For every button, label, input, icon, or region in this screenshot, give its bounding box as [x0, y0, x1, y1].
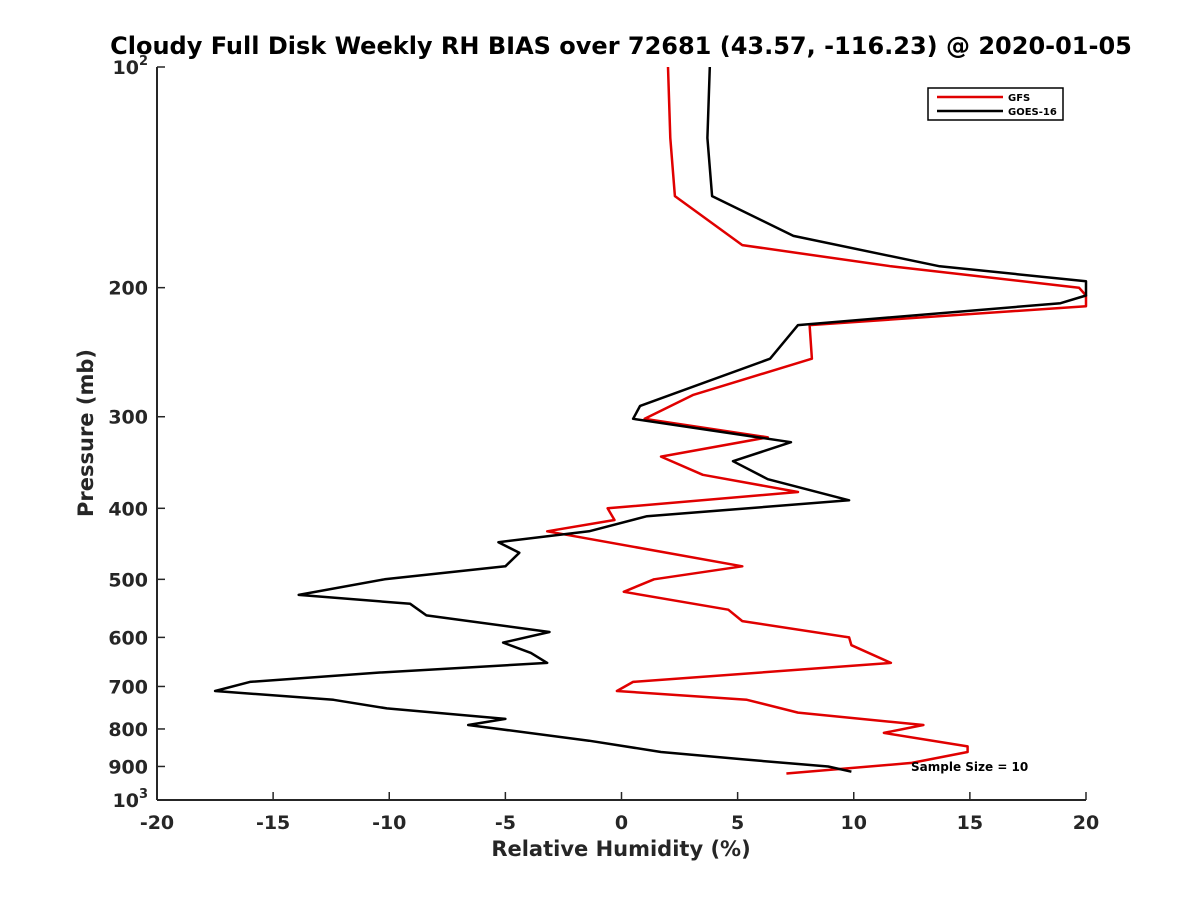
y-tick-label: 200 — [108, 278, 148, 300]
x-tick-label: -15 — [256, 812, 290, 834]
y-tick-label: 700 — [108, 676, 148, 698]
legend-label-gfs: GFS — [1008, 93, 1030, 104]
legend-label-goes16: GOES-16 — [1008, 107, 1057, 118]
y-tick-label: 800 — [108, 719, 148, 741]
y-tick-label: 103 — [113, 787, 149, 812]
plot-area — [157, 67, 1086, 800]
y-tick-label: 600 — [108, 627, 148, 649]
x-tick-label: -5 — [495, 812, 516, 834]
x-tick-label: 20 — [1073, 812, 1099, 834]
x-tick-label: 0 — [615, 812, 628, 834]
x-tick-label: -10 — [372, 812, 406, 834]
x-axis-label: Relative Humidity (%) — [491, 837, 750, 861]
legend: GFS GOES-16 — [927, 87, 1064, 121]
y-tick-label: 102 — [113, 54, 149, 79]
y-tick-label: 900 — [108, 756, 148, 778]
y-tick-label: 400 — [108, 498, 148, 520]
x-tick-label: 5 — [731, 812, 744, 834]
x-ticks: -20 -15 -10 -5 0 5 10 15 20 — [140, 792, 1099, 834]
y-tick-label: 500 — [108, 569, 148, 591]
chart-title: Cloudy Full Disk Weekly RH BIAS over 726… — [110, 32, 1132, 60]
series-layer — [213, 66, 1088, 775]
sample-size-annotation: Sample Size = 10 — [911, 760, 1028, 774]
x-tick-label: 10 — [841, 812, 867, 834]
series-line-goes16 — [213, 66, 1088, 773]
y-axis-label: Pressure (mb) — [74, 349, 98, 517]
x-tick-label: -20 — [140, 812, 174, 834]
y-tick-label: 300 — [108, 407, 148, 429]
x-tick-label: 15 — [957, 812, 983, 834]
legend-box — [927, 87, 1064, 121]
y-ticks: 102 200 300 400 500 600 700 800 900 103 — [108, 54, 165, 812]
